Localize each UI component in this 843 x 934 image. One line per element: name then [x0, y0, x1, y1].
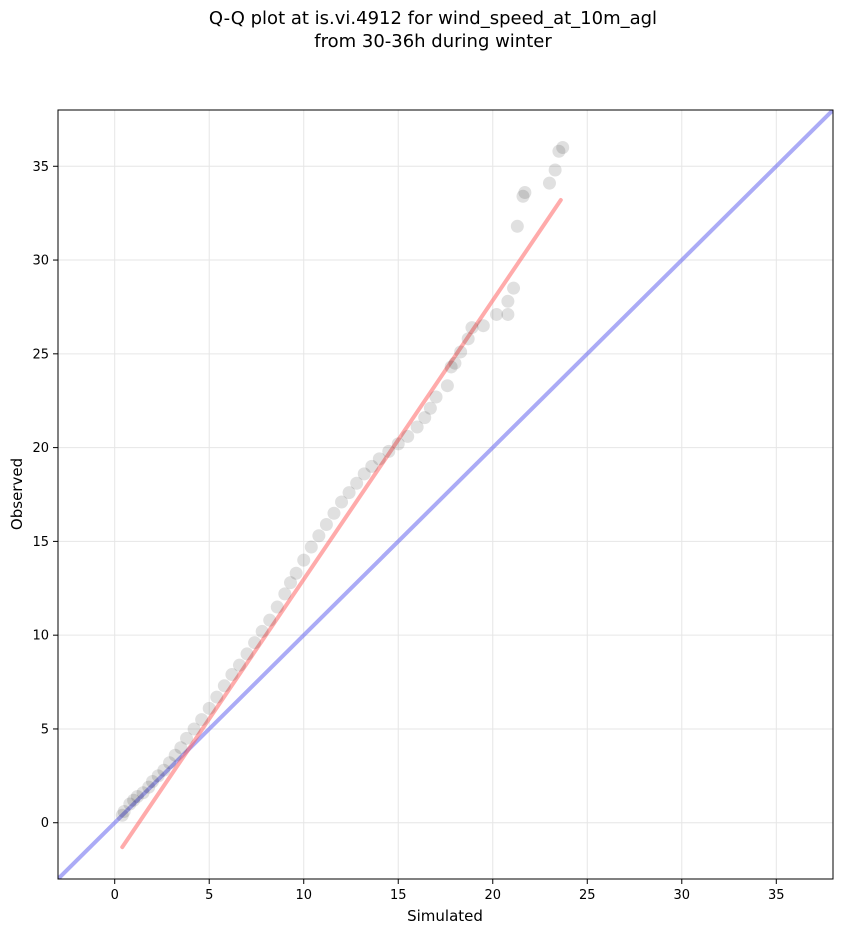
quantile-point	[444, 360, 458, 374]
quantile-point	[548, 163, 562, 177]
quantile-point	[225, 668, 239, 682]
quantile-point	[327, 506, 341, 520]
quantile-point	[454, 345, 468, 359]
reference-lines	[58, 110, 833, 879]
fit-line	[120, 198, 563, 850]
quantile-point	[342, 486, 356, 500]
quantile-point	[350, 476, 364, 490]
quantile-point	[312, 529, 326, 543]
y-tick-label: 0	[41, 816, 49, 831]
quantile-point	[142, 780, 156, 794]
quantile-point	[501, 294, 515, 308]
quantile-point	[418, 411, 432, 425]
quantile-point	[335, 495, 349, 509]
quantile-point	[461, 332, 475, 346]
quantile-point	[410, 420, 424, 434]
quantile-point	[180, 731, 194, 745]
quantile-point	[174, 741, 188, 755]
x-tick-label: 30	[674, 888, 691, 903]
y-tick-label: 30	[32, 254, 49, 269]
quantile-point	[289, 566, 303, 580]
quantile-point	[263, 613, 277, 627]
quantile-point	[146, 774, 160, 788]
quantile-point	[448, 356, 462, 370]
quantile-point	[518, 186, 532, 200]
x-tick-label: 15	[390, 888, 407, 903]
quantile-point	[240, 647, 254, 661]
quantile-point	[501, 307, 515, 321]
quantile-point	[210, 690, 224, 704]
x-tick-label: 35	[768, 888, 785, 903]
quantile-point	[476, 319, 490, 333]
x-tick-label: 0	[111, 888, 119, 903]
chart-subtitle: from 30-36h during winter	[314, 31, 552, 52]
axis-ticks: 0 5 10 15 20 25 30 35 0 5 10 15 20 25 30 35	[32, 160, 784, 903]
x-tick-label: 5	[205, 888, 213, 903]
quantile-point	[284, 576, 297, 590]
quantile-point	[195, 713, 209, 727]
y-tick-label: 10	[32, 629, 49, 644]
quantile-point	[151, 769, 165, 783]
plot-frame	[57, 109, 834, 880]
quantile-point	[372, 452, 386, 466]
quantile-point	[304, 540, 318, 554]
x-tick-label: 25	[579, 888, 596, 903]
quantile-point	[507, 281, 521, 295]
y-tick-label: 5	[41, 722, 49, 737]
quantile-point	[319, 518, 333, 532]
quantile-point	[278, 587, 292, 601]
quantile-point	[542, 176, 556, 190]
quantile-point	[123, 797, 137, 811]
quantile-point	[297, 553, 311, 567]
y-axis-label: Observed	[8, 458, 26, 530]
y-tick-label: 20	[32, 441, 49, 456]
grid	[58, 110, 833, 879]
quantile-point	[202, 701, 216, 715]
quantile-point	[136, 786, 150, 800]
x-axis-label: Simulated	[407, 907, 483, 925]
x-tick-label: 10	[295, 888, 312, 903]
quantile-point	[516, 189, 530, 203]
quantile-point	[440, 379, 454, 393]
y-tick-label: 35	[32, 160, 49, 175]
quantile-point	[157, 763, 171, 777]
quantile-point	[465, 321, 479, 335]
quantile-point	[248, 636, 262, 650]
quantile-point	[168, 748, 182, 762]
quantile-point	[401, 429, 415, 443]
quantile-point	[490, 307, 504, 321]
quantile-point	[232, 658, 246, 672]
quantile-point	[556, 141, 570, 155]
y-tick-label: 25	[32, 347, 49, 362]
quantile-point	[115, 808, 129, 822]
quantile-point	[357, 467, 371, 481]
quantile-point	[423, 401, 437, 415]
quantile-point	[552, 144, 566, 158]
quantile-point	[365, 459, 379, 473]
quantile-point	[255, 624, 269, 638]
x-tick-label: 20	[484, 888, 501, 903]
quantile-point	[130, 789, 144, 803]
quantile-point	[391, 437, 405, 451]
quantile-point	[187, 722, 201, 736]
quantile-point	[217, 679, 231, 693]
quantile-point	[382, 444, 396, 458]
y-tick-label: 15	[32, 535, 49, 550]
quantile-point	[117, 804, 131, 818]
chart-title: Q-Q plot at is.vi.4912 for wind_speed_at…	[208, 8, 658, 29]
quantile-point	[127, 793, 141, 807]
quantile-point	[510, 219, 524, 233]
quantile-point	[429, 390, 443, 404]
quantile-point	[163, 756, 177, 770]
quantile-point	[270, 600, 284, 614]
quantile-points	[115, 141, 570, 822]
